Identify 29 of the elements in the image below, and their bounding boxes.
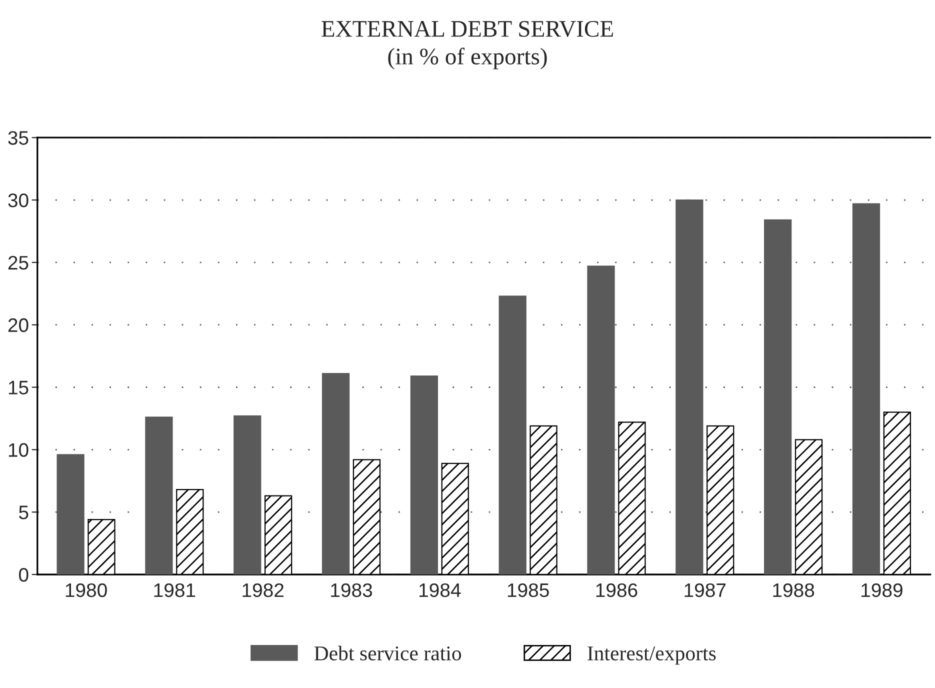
bar bbox=[234, 415, 262, 574]
bar bbox=[676, 199, 704, 574]
y-tick-label: 15 bbox=[8, 380, 28, 394]
x-tick-label: 1988 bbox=[773, 583, 814, 598]
x-tick-label: 1984 bbox=[420, 583, 461, 598]
y-tick-label: 25 bbox=[8, 256, 28, 270]
chart-title: EXTERNAL DEBT SERVICE bbox=[322, 21, 613, 37]
y-tick-label: 30 bbox=[8, 193, 28, 208]
x-tick-label: 1982 bbox=[242, 583, 284, 598]
legend-label: Interest/exports bbox=[588, 646, 716, 665]
bar bbox=[764, 219, 792, 574]
y-tick-label: 5 bbox=[19, 506, 28, 520]
y-tick-label: 0 bbox=[19, 568, 28, 582]
legend-label: Debt service ratio bbox=[314, 646, 462, 660]
chart-subtitle: (in % of exports) bbox=[388, 48, 547, 70]
bar bbox=[145, 416, 173, 574]
y-tick-label: 35 bbox=[8, 131, 28, 145]
bar bbox=[498, 296, 526, 574]
y-tick-label: 20 bbox=[8, 318, 28, 332]
x-tick-label: 1989 bbox=[862, 583, 902, 598]
x-tick-label: 1983 bbox=[331, 583, 372, 598]
x-tick-label: 1981 bbox=[154, 583, 196, 598]
bar bbox=[322, 372, 350, 574]
x-tick-label: 1985 bbox=[508, 583, 549, 598]
x-tick-label: 1980 bbox=[66, 583, 107, 598]
y-tick-label: 10 bbox=[8, 443, 28, 457]
x-tick-label: 1987 bbox=[684, 583, 726, 598]
x-tick-label: 1986 bbox=[596, 583, 638, 598]
bar bbox=[410, 375, 438, 574]
